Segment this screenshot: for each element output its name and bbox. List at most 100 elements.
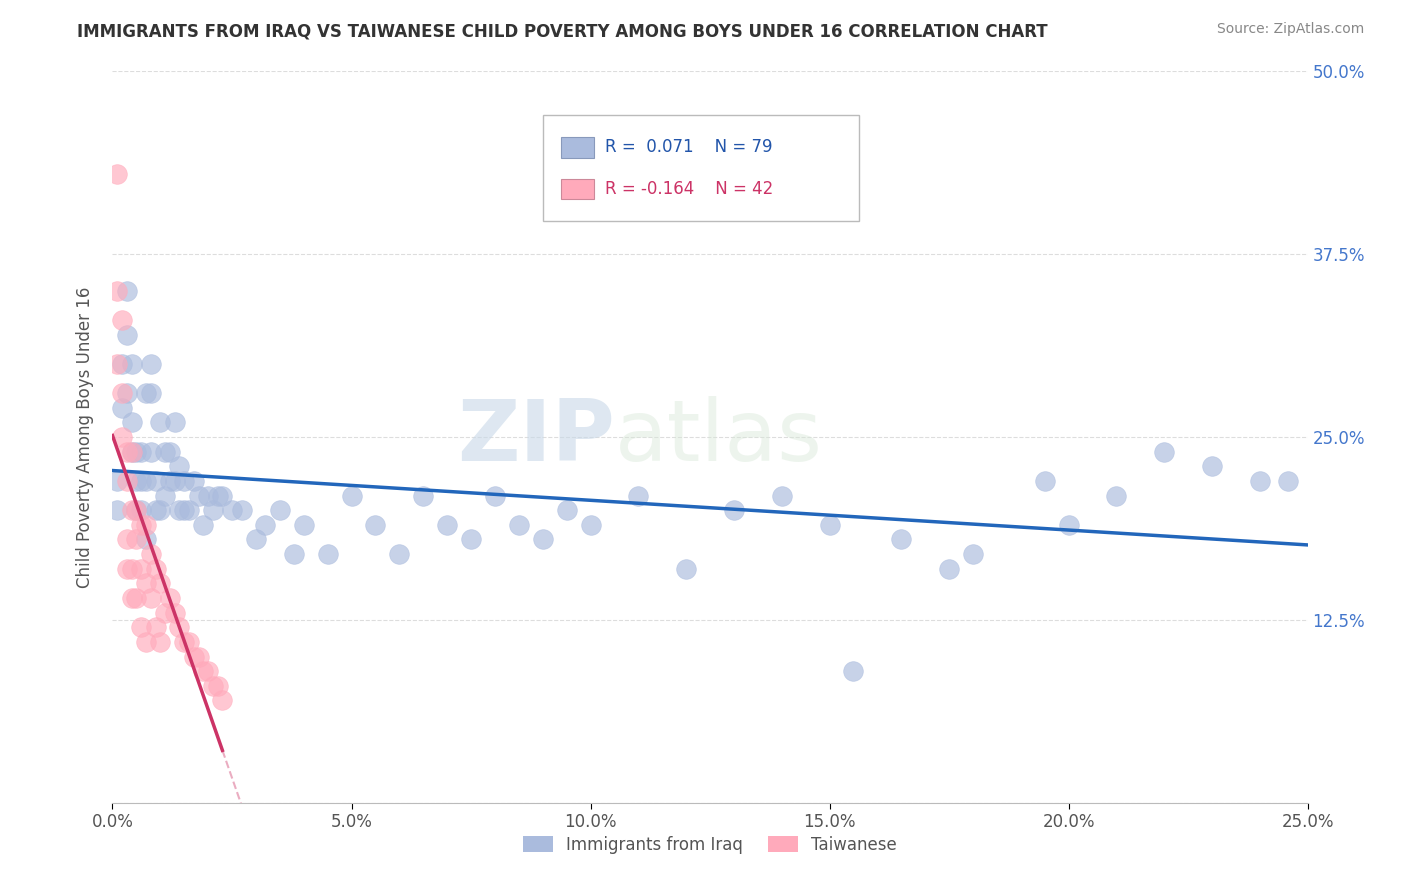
Point bbox=[115, 327, 138, 342]
Point bbox=[412, 489, 434, 503]
Point bbox=[627, 489, 650, 503]
Point bbox=[121, 444, 143, 458]
Point bbox=[555, 503, 578, 517]
FancyBboxPatch shape bbox=[543, 115, 859, 221]
Point bbox=[579, 517, 602, 532]
Point bbox=[139, 444, 162, 458]
Point bbox=[159, 444, 181, 458]
Point bbox=[1033, 474, 1056, 488]
Point bbox=[125, 474, 148, 488]
Point bbox=[115, 562, 138, 576]
Point bbox=[125, 533, 148, 547]
Point bbox=[129, 503, 152, 517]
Point bbox=[121, 591, 143, 605]
Point bbox=[135, 533, 157, 547]
Point bbox=[842, 664, 865, 678]
Point bbox=[169, 459, 191, 474]
Point bbox=[177, 503, 200, 517]
Point bbox=[1057, 517, 1080, 532]
Point bbox=[105, 284, 128, 298]
Point bbox=[292, 517, 315, 532]
Point bbox=[173, 503, 195, 517]
Text: R =  0.071    N = 79: R = 0.071 N = 79 bbox=[605, 138, 772, 156]
Point bbox=[183, 649, 205, 664]
Point bbox=[173, 474, 195, 488]
Point bbox=[125, 444, 148, 458]
Point bbox=[125, 503, 148, 517]
Point bbox=[187, 489, 209, 503]
Point bbox=[283, 547, 305, 561]
Point bbox=[436, 517, 458, 532]
Point bbox=[129, 444, 152, 458]
Text: R = -0.164    N = 42: R = -0.164 N = 42 bbox=[605, 180, 773, 198]
Point bbox=[135, 474, 157, 488]
Point bbox=[211, 693, 233, 707]
Point bbox=[770, 489, 793, 503]
Point bbox=[1277, 474, 1299, 488]
Point bbox=[139, 591, 162, 605]
Point bbox=[159, 474, 181, 488]
Point bbox=[818, 517, 841, 532]
Point bbox=[125, 591, 148, 605]
Point bbox=[484, 489, 506, 503]
Point bbox=[1153, 444, 1175, 458]
Point bbox=[135, 635, 157, 649]
Point bbox=[149, 635, 172, 649]
Point bbox=[890, 533, 912, 547]
Point bbox=[177, 635, 200, 649]
Point bbox=[245, 533, 267, 547]
Point bbox=[129, 517, 152, 532]
Point bbox=[149, 576, 172, 591]
Point bbox=[105, 503, 128, 517]
Point bbox=[135, 517, 157, 532]
Point bbox=[129, 620, 152, 634]
Point bbox=[121, 444, 143, 458]
Point bbox=[169, 620, 191, 634]
Point bbox=[129, 562, 152, 576]
Point bbox=[145, 620, 167, 634]
Point bbox=[121, 416, 143, 430]
Point bbox=[508, 517, 530, 532]
Point bbox=[254, 517, 277, 532]
Point bbox=[149, 503, 172, 517]
Point bbox=[193, 517, 215, 532]
Point bbox=[1249, 474, 1271, 488]
Point bbox=[121, 357, 143, 371]
Point bbox=[153, 444, 176, 458]
Point bbox=[121, 503, 143, 517]
Point bbox=[269, 503, 291, 517]
Point bbox=[111, 386, 134, 401]
Point bbox=[115, 386, 138, 401]
Point bbox=[111, 357, 134, 371]
Text: atlas: atlas bbox=[614, 395, 823, 479]
Point bbox=[531, 533, 554, 547]
Point bbox=[105, 357, 128, 371]
Legend: Immigrants from Iraq, Taiwanese: Immigrants from Iraq, Taiwanese bbox=[516, 829, 904, 860]
Point bbox=[115, 444, 138, 458]
Point bbox=[135, 386, 157, 401]
Point bbox=[169, 503, 191, 517]
Point bbox=[111, 313, 134, 327]
Text: IMMIGRANTS FROM IRAQ VS TAIWANESE CHILD POVERTY AMONG BOYS UNDER 16 CORRELATION : IMMIGRANTS FROM IRAQ VS TAIWANESE CHILD … bbox=[77, 22, 1047, 40]
Point bbox=[145, 503, 167, 517]
Point bbox=[316, 547, 339, 561]
Point bbox=[675, 562, 697, 576]
Point bbox=[139, 547, 162, 561]
Point bbox=[149, 416, 172, 430]
Point bbox=[153, 489, 176, 503]
Point bbox=[211, 489, 233, 503]
Point bbox=[159, 591, 181, 605]
Point bbox=[938, 562, 960, 576]
Bar bbox=[561, 137, 595, 158]
Point bbox=[1105, 489, 1128, 503]
Point bbox=[153, 606, 176, 620]
Point bbox=[111, 401, 134, 415]
Point bbox=[340, 489, 363, 503]
Point bbox=[183, 474, 205, 488]
Point bbox=[193, 664, 215, 678]
Point bbox=[197, 489, 219, 503]
Point bbox=[231, 503, 253, 517]
Point bbox=[105, 167, 128, 181]
Point bbox=[111, 430, 134, 444]
Point bbox=[135, 576, 157, 591]
